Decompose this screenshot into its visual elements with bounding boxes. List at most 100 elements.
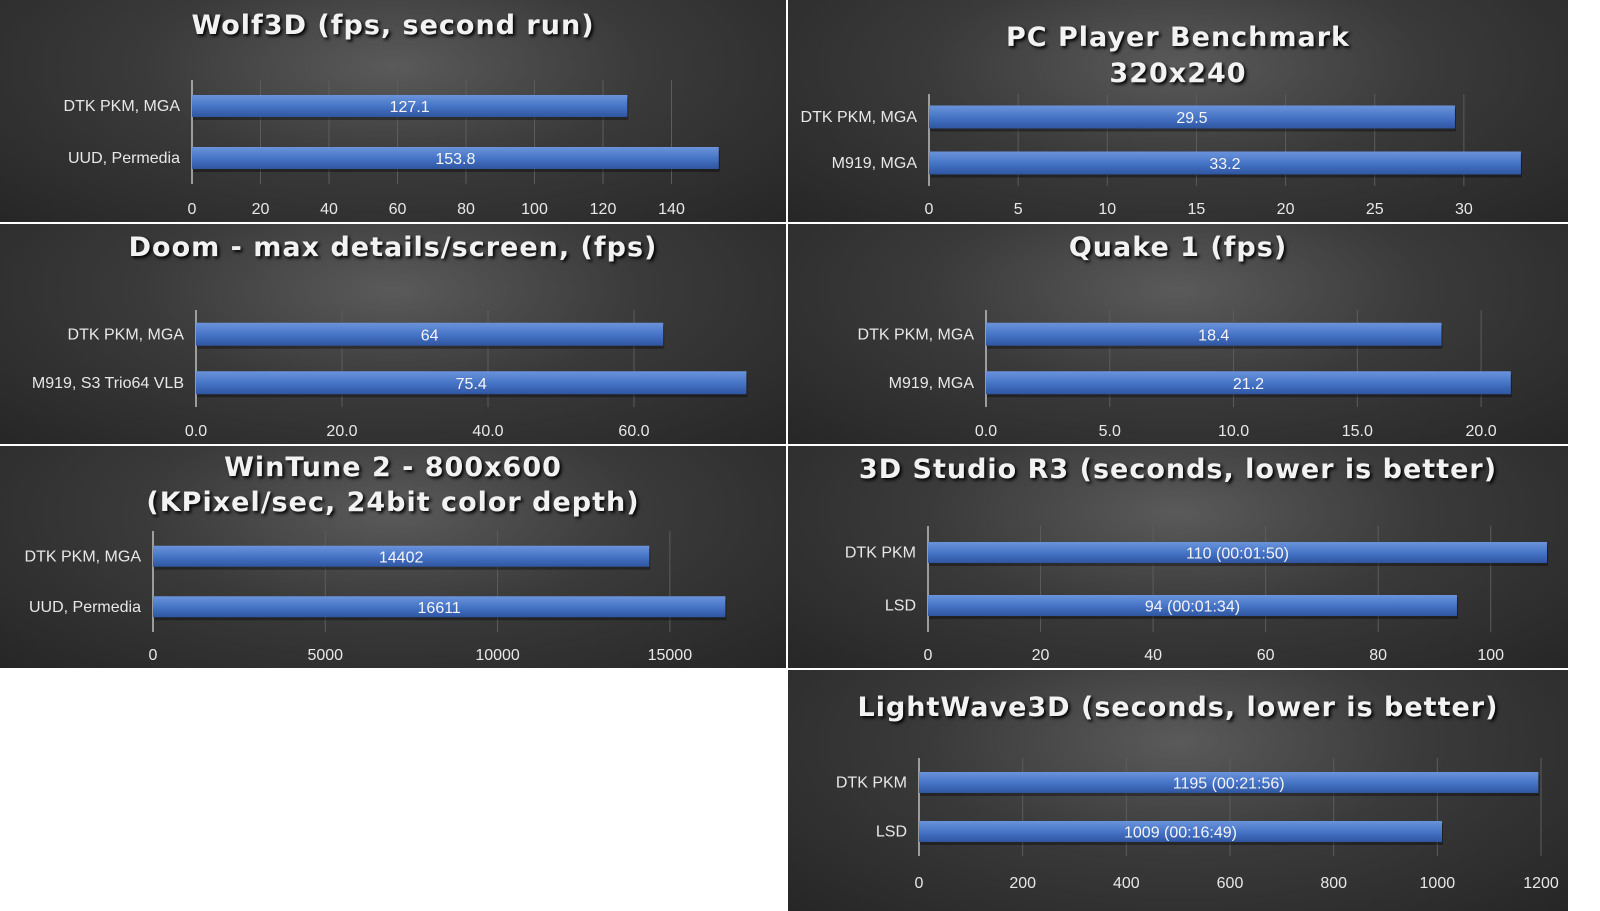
- bar: [986, 371, 1511, 395]
- x-tick-label: 40: [320, 201, 338, 218]
- chart-panel-wolf3d: Wolf3D (fps, second run) 0 20 40 60 80 100 120…: [0, 0, 786, 222]
- x-tick-label: 1000: [1420, 875, 1456, 892]
- category-label: UUD, Permedia: [68, 150, 180, 167]
- 3dstudio-bar-chart: 0 20 40 60 80 100 110 (00:01:50) DTK PKM 94 (00:…: [845, 526, 1548, 664]
- category-label: LSD: [885, 598, 916, 615]
- data-label: 14402: [379, 549, 424, 566]
- bar: [919, 821, 1442, 842]
- data-label: 110 (00:01:50): [1186, 546, 1289, 563]
- bar: [929, 105, 1455, 129]
- x-tick-label: 10.0: [1218, 423, 1249, 440]
- x-tick-label: 5: [1014, 201, 1023, 218]
- x-tick-label: 20: [252, 201, 270, 218]
- bar: [192, 95, 628, 117]
- x-tick-label: 0: [925, 201, 934, 218]
- chart-title-line: Wolf3D (fps, second run): [191, 10, 595, 41]
- chart-title-line: PC Player Benchmark: [1005, 22, 1351, 53]
- x-tick-label: 10: [1098, 201, 1116, 218]
- category-label: M919, MGA: [889, 375, 975, 392]
- bar: [192, 147, 719, 169]
- data-label: 64: [421, 327, 439, 344]
- x-tick-label: 10000: [475, 647, 520, 664]
- x-tick-label: 80: [457, 201, 475, 218]
- data-label: 153.8: [435, 151, 475, 168]
- x-tick-label: 60: [1257, 647, 1275, 664]
- x-tick-label: 140: [658, 201, 685, 218]
- chart-title: Wolf3D (fps, second run): [0, 8, 786, 44]
- x-tick-label: 120: [590, 201, 617, 218]
- data-label: 1009 (00:16:49): [1124, 825, 1237, 842]
- category-label: DTK PKM, MGA: [801, 109, 918, 126]
- bar: [196, 371, 747, 395]
- data-label: 94 (00:01:34): [1145, 599, 1240, 616]
- bar: [929, 151, 1521, 175]
- category-label: DTK PKM: [845, 545, 916, 562]
- chart-title-line: 320x240: [1109, 58, 1247, 89]
- x-tick-label: 40.0: [472, 423, 503, 440]
- chart-panel-pc-player: PC Player Benchmark 320x240 0 5 10 15 20 25 30…: [788, 0, 1568, 222]
- data-label: 29.5: [1176, 110, 1207, 127]
- data-label: 16611: [418, 600, 461, 617]
- x-tick-label: 600: [1217, 875, 1244, 892]
- x-tick-label: 200: [1009, 875, 1036, 892]
- wintune-bar-chart: 0 5000 10000 15000 14402 DTK PKM, MGA 16611 UUD…: [25, 531, 727, 664]
- chart-title: LightWave3D (seconds, lower is better): [788, 690, 1568, 726]
- pc-player-bar-chart: 0 5 10 15 20 25 30 29.5 DTK PKM, MGA 33.2 M919, MG…: [801, 94, 1522, 218]
- data-label: 1195 (00:21:56): [1173, 776, 1285, 793]
- x-tick-label: 15.0: [1342, 423, 1373, 440]
- bar: [919, 772, 1539, 793]
- x-tick-label: 400: [1113, 875, 1140, 892]
- x-tick-label: 5.0: [1099, 423, 1121, 440]
- x-tick-label: 100: [1477, 647, 1504, 664]
- x-tick-label: 5000: [307, 647, 343, 664]
- category-label: DTK PKM, MGA: [64, 98, 181, 115]
- chart-panel-doom: Doom - max details/screen, (fps) 0.0 20.0…: [0, 224, 786, 444]
- x-tick-label: 20.0: [1466, 423, 1497, 440]
- data-label: 127.1: [390, 99, 430, 116]
- x-tick-label: 40: [1144, 647, 1162, 664]
- x-tick-label: 20: [1277, 201, 1295, 218]
- x-tick-label: 25: [1366, 201, 1384, 218]
- bar: [928, 542, 1547, 563]
- bar: [928, 595, 1457, 616]
- x-tick-label: 100: [521, 201, 548, 218]
- chart-title: PC Player Benchmark 320x240: [788, 20, 1568, 92]
- bar: [153, 596, 726, 618]
- x-tick-label: 0.0: [975, 423, 997, 440]
- data-label: 18.4: [1198, 327, 1229, 344]
- bar: [986, 322, 1442, 346]
- category-label: LSD: [876, 824, 907, 841]
- x-tick-label: 0: [924, 647, 933, 664]
- lightwave-bar-chart: 0 200 400 600 800 1000 1200 1195 (00:21:56) DTK …: [836, 758, 1559, 892]
- chart-title-line: Doom - max details/screen, (fps): [128, 232, 658, 263]
- chart-title-line: WinTune 2 - 800x600: [224, 452, 562, 483]
- x-tick-label: 800: [1320, 875, 1347, 892]
- chart-title: Doom - max details/screen, (fps): [0, 230, 786, 266]
- chart-panel-lightwave: LightWave3D (seconds, lower is better) 0…: [788, 670, 1568, 911]
- data-label: 75.4: [456, 376, 487, 393]
- category-label: M919, MGA: [832, 155, 918, 172]
- x-tick-label: 20: [1032, 647, 1050, 664]
- x-tick-label: 30: [1455, 201, 1473, 218]
- doom-bar-chart: 0.0 20.0 40.0 60.0 64 DTK PKM, MGA 75.4 M919, S…: [32, 310, 748, 440]
- x-tick-label: 0: [188, 201, 197, 218]
- data-label: 21.2: [1233, 376, 1264, 393]
- x-tick-label: 60: [389, 201, 407, 218]
- x-tick-label: 0.0: [185, 423, 207, 440]
- chart-title: Quake 1 (fps): [788, 230, 1568, 266]
- x-tick-label: 80: [1369, 647, 1387, 664]
- category-label: DTK PKM, MGA: [68, 326, 185, 343]
- chart-title: WinTune 2 - 800x600 (KPixel/sec, 24bit c…: [0, 450, 786, 520]
- chart-title-line: (KPixel/sec, 24bit color depth): [146, 487, 640, 518]
- x-tick-label: 0: [149, 647, 158, 664]
- category-label: M919, S3 Trio64 VLB: [32, 375, 184, 392]
- category-label: DTK PKM: [836, 775, 907, 792]
- chart-panel-quake: Quake 1 (fps) 0.0 5.0 10.0 15.0 20.0 18.4 DTK …: [788, 224, 1568, 444]
- category-label: DTK PKM, MGA: [25, 548, 142, 565]
- chart-title-line: 3D Studio R3 (seconds, lower is better): [858, 454, 1498, 485]
- x-tick-label: 15: [1188, 201, 1206, 218]
- x-tick-label: 1200: [1523, 875, 1559, 892]
- chart-title-line: Quake 1 (fps): [1068, 232, 1288, 263]
- category-label: DTK PKM, MGA: [858, 326, 975, 343]
- chart-panel-3dstudio: 3D Studio R3 (seconds, lower is better) …: [788, 446, 1568, 668]
